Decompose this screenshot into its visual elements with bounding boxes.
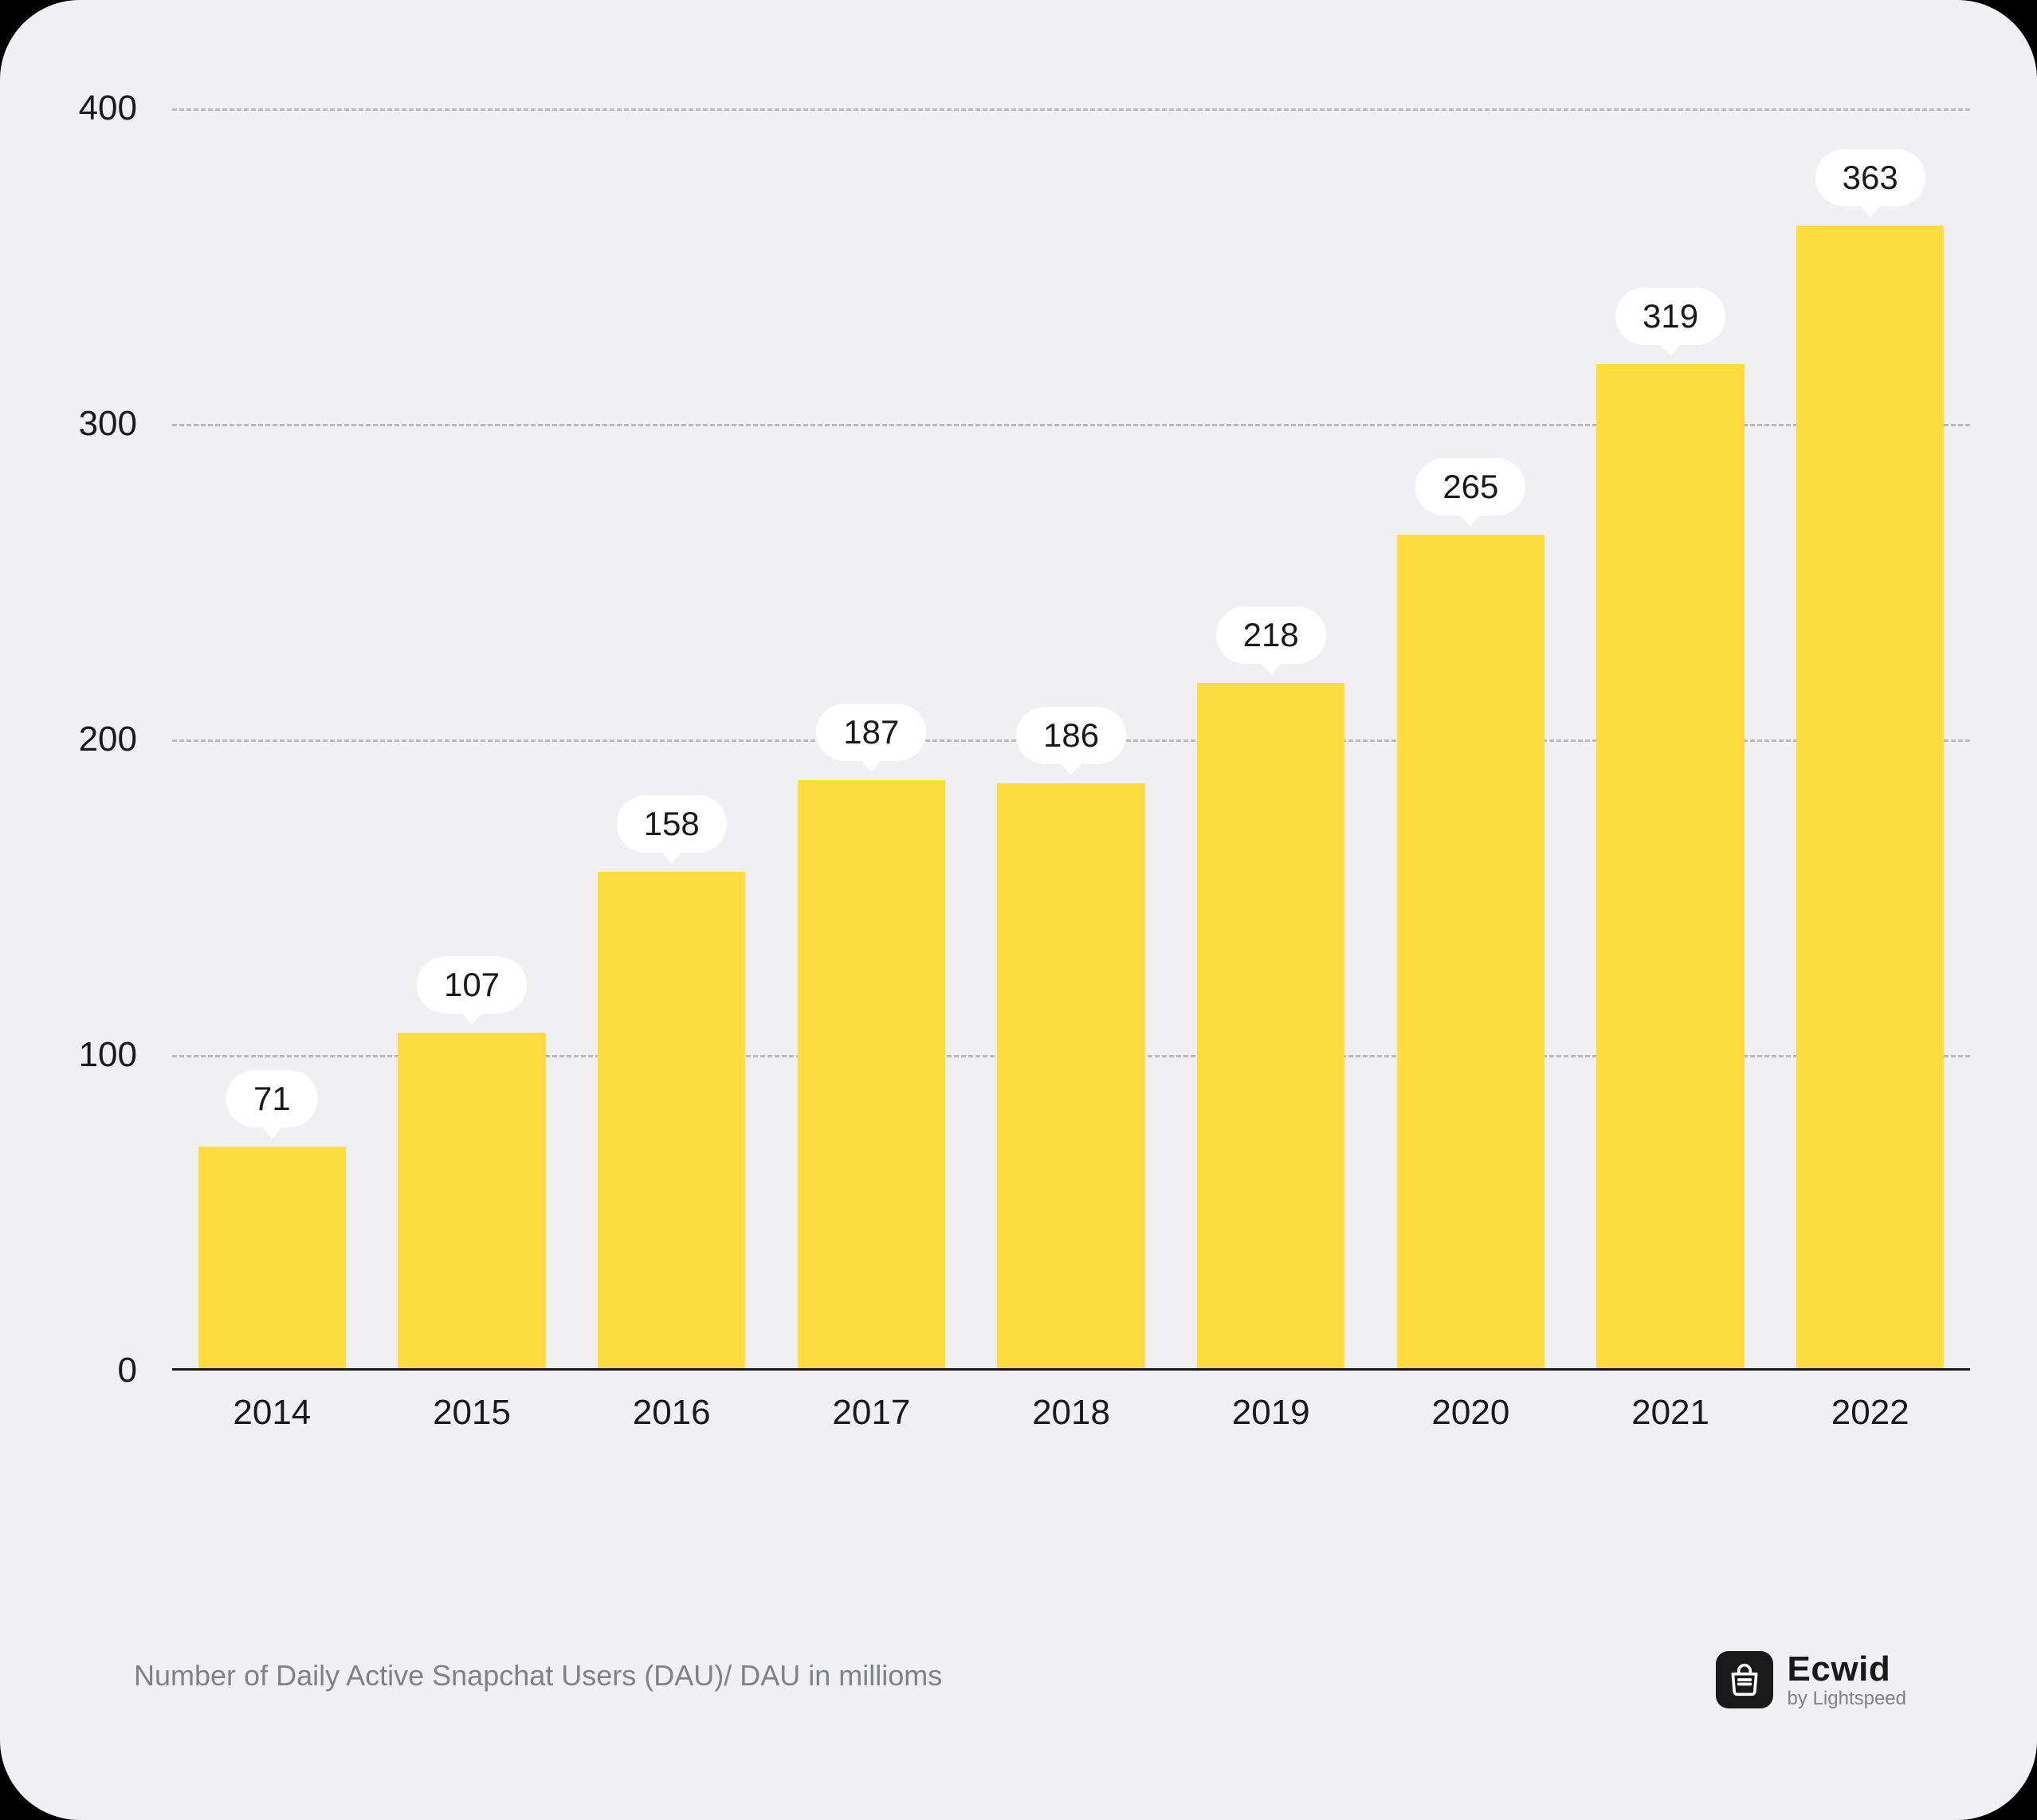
x-axis-tick-label: 2018 <box>971 1371 1172 1433</box>
bar <box>398 1033 545 1371</box>
chart-x-axis-labels: 201420152016201720182019202020212022 <box>172 1371 1970 1433</box>
chart-card: 0 100 200 300 400 71 107 158 187 186 218 265 319 363… <box>0 0 2037 1820</box>
bar <box>1197 683 1344 1371</box>
bar-value-label: 319 <box>1615 288 1725 345</box>
chart-caption: Number of Daily Active Snapchat Users (D… <box>134 1659 942 1693</box>
x-axis-tick-label: 2019 <box>1171 1371 1371 1433</box>
bar-slot: 265 <box>1371 108 1571 1371</box>
bar <box>198 1147 346 1371</box>
y-axis-tick-label: 300 <box>79 404 172 444</box>
bar-slot: 187 <box>771 108 971 1371</box>
bar-slot: 107 <box>372 108 572 1371</box>
x-axis-tick-label: 2014 <box>172 1371 372 1433</box>
bar <box>1596 364 1744 1371</box>
chart-bars: 71 107 158 187 186 218 265 319 363 <box>172 108 1970 1371</box>
brand-subline: by Lightspeed <box>1788 1689 1906 1708</box>
y-axis-tick-label: 200 <box>79 720 172 759</box>
bar-value-label: 187 <box>816 704 926 761</box>
x-axis-tick-label: 2021 <box>1571 1371 1771 1433</box>
x-axis-tick-label: 2022 <box>1770 1371 1970 1433</box>
y-axis-tick-label: 0 <box>118 1351 172 1390</box>
bar-value-label: 71 <box>226 1070 318 1128</box>
bar <box>1796 226 1944 1371</box>
brand-name: Ecwid <box>1788 1651 1906 1688</box>
bar-slot: 319 <box>1571 108 1771 1371</box>
bar-value-label: 107 <box>417 956 527 1014</box>
x-axis-tick-label: 2015 <box>372 1371 572 1433</box>
bar-slot: 71 <box>172 108 372 1371</box>
x-axis-tick-label: 2016 <box>571 1371 771 1433</box>
x-axis-tick-label: 2020 <box>1371 1371 1571 1433</box>
bar-slot: 363 <box>1770 108 1970 1371</box>
brand-badge: Ecwid by Lightspeed <box>1716 1651 1906 1708</box>
brand-bag-icon <box>1716 1651 1773 1708</box>
x-axis-tick-label: 2017 <box>771 1371 971 1433</box>
chart-plot-area: 0100200300400 71107158187186218265319363 <box>172 108 1970 1371</box>
brand-text: Ecwid by Lightspeed <box>1788 1651 1906 1708</box>
bar-slot: 186 <box>971 108 1172 1371</box>
bar-slot: 218 <box>1171 108 1371 1371</box>
bar-value-label: 265 <box>1415 458 1525 516</box>
bar-value-label: 158 <box>617 795 727 853</box>
bar <box>997 783 1144 1371</box>
bar <box>598 872 745 1371</box>
bar-slot: 158 <box>571 108 771 1371</box>
bar-value-label: 218 <box>1216 606 1326 664</box>
bar-value-label: 363 <box>1815 149 1925 206</box>
bar <box>798 780 945 1371</box>
y-axis-tick-label: 100 <box>79 1035 172 1075</box>
bar-value-label: 186 <box>1016 707 1126 764</box>
y-axis-tick-label: 400 <box>79 88 172 128</box>
bar <box>1397 535 1544 1371</box>
